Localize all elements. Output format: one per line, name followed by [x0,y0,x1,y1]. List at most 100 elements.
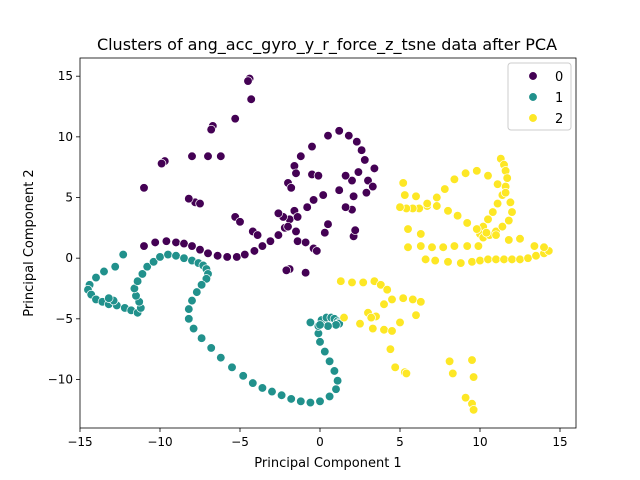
data-point-cluster-0 [356,145,367,155]
data-point-cluster-0 [323,130,333,141]
data-point-cluster-0 [179,238,189,249]
data-point-cluster-0 [230,114,240,124]
data-point-cluster-2 [395,202,405,212]
data-point-cluster-2 [432,201,442,211]
legend-label-2: 2 [555,112,563,127]
data-point-cluster-0 [302,202,312,212]
data-point-cluster-0 [273,230,284,240]
data-point-cluster-2 [515,254,525,265]
y-tick-label: 0 [65,251,73,265]
data-point-cluster-1 [137,269,148,279]
y-tick-label: 5 [65,191,73,205]
data-point-cluster-2 [387,326,397,336]
data-point-cluster-1 [324,356,335,366]
data-point-cluster-1 [315,320,325,330]
data-point-cluster-2 [432,192,442,203]
data-point-cluster-2 [366,312,376,323]
x-axis: −15 −10 −5 0 5 10 15 [67,428,568,449]
data-point-cluster-0 [139,183,149,193]
data-point-cluster-1 [184,304,194,314]
data-point-cluster-1 [267,386,277,397]
data-point-cluster-1 [324,391,335,402]
data-point-cluster-2 [449,241,460,251]
data-point-cluster-2 [491,230,501,240]
data-point-cluster-0 [344,130,354,141]
data-point-cluster-1 [329,366,340,376]
data-point-cluster-2 [500,188,511,198]
data-point-cluster-0 [184,194,194,204]
data-point-cluster-2 [444,356,455,366]
data-point-cluster-0 [313,171,324,181]
data-point-cluster-0 [334,185,344,195]
data-point-cluster-2 [515,234,525,244]
data-point-cluster-2 [416,297,426,307]
data-point-cluster-2 [427,242,437,252]
data-point-cluster-1 [196,333,207,343]
data-point-cluster-2 [462,241,472,251]
data-point-cluster-2 [401,368,412,379]
data-point-cluster-2 [398,178,408,188]
data-point-cluster-1 [331,384,341,394]
x-tick-label: 0 [316,435,324,449]
data-point-cluster-0 [352,137,362,147]
data-point-cluster-0 [286,183,296,193]
data-point-cluster-2 [468,372,479,382]
data-point-cluster-2 [416,229,426,239]
data-point-cluster-1 [163,249,173,260]
data-point-cluster-2 [358,277,368,288]
data-point-cluster-2 [411,191,421,201]
x-tick-label: 10 [472,435,487,449]
data-point-cluster-0 [292,212,303,222]
data-point-cluster-1 [118,249,128,260]
points-layer [83,73,554,415]
data-point-cluster-1 [206,343,216,353]
data-point-cluster-0 [334,126,344,136]
data-point-cluster-1 [104,293,114,303]
data-point-cluster-2 [504,215,514,226]
data-point-cluster-2 [507,207,517,217]
data-point-cluster-2 [355,319,365,329]
data-point-cluster-0 [347,175,357,186]
data-point-cluster-2 [411,310,421,320]
data-point-cluster-0 [139,241,149,251]
y-tick-label: 10 [58,130,73,144]
data-point-cluster-2 [449,174,460,184]
data-point-cluster-2 [420,254,431,265]
data-point-cluster-0 [161,236,172,246]
data-point-cluster-2 [376,280,386,290]
x-tick-label: 5 [396,435,404,449]
data-point-cluster-2 [473,241,484,251]
legend-label-0: 0 [555,70,563,85]
legend-marker-2 [528,113,538,123]
data-point-cluster-0 [323,219,333,229]
data-point-cluster-0 [350,225,360,235]
data-point-cluster-1 [257,383,268,393]
data-point-cluster-2 [539,242,549,252]
data-point-cluster-0 [340,202,351,212]
data-point-cluster-2 [499,254,509,265]
data-point-cluster-1 [286,394,296,404]
data-point-cluster-1 [171,251,181,261]
data-point-cluster-0 [307,141,317,152]
legend-marker-1 [528,92,538,102]
x-tick-label: 15 [552,435,567,449]
data-point-cluster-0 [361,188,372,198]
data-point-cluster-2 [443,206,453,216]
data-point-cluster-2 [430,255,440,266]
data-point-cluster-2 [467,257,477,267]
data-point-cluster-1 [216,352,226,363]
data-point-cluster-2 [387,294,397,305]
data-point-cluster-0 [283,221,293,232]
x-tick-label: −5 [231,435,249,449]
y-tick-label: 15 [58,69,73,83]
data-point-cluster-0 [273,208,284,218]
data-point-cluster-1 [323,321,333,331]
data-point-cluster-1 [331,320,341,330]
data-point-cluster-2 [462,218,472,228]
data-point-cluster-0 [195,245,205,255]
data-point-cluster-0 [206,124,216,135]
data-point-cluster-0 [312,246,322,256]
y-axis: −10 −5 0 5 10 15 [48,69,80,386]
data-point-cluster-2 [531,251,541,261]
data-point-cluster-1 [132,276,143,286]
